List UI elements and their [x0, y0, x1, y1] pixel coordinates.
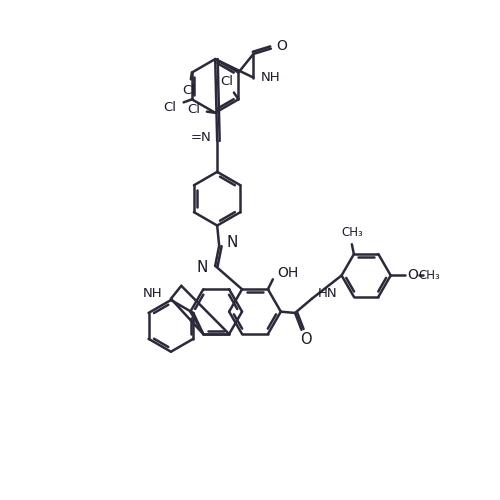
Text: =N: =N	[191, 132, 212, 144]
Text: NH: NH	[143, 288, 163, 300]
Text: Cl: Cl	[187, 104, 200, 117]
Text: O: O	[300, 332, 312, 347]
Text: Cl: Cl	[220, 75, 233, 88]
Text: NH: NH	[260, 71, 280, 84]
Text: N: N	[226, 235, 238, 250]
Text: O: O	[407, 268, 418, 282]
Text: Cl: Cl	[164, 101, 176, 114]
Text: O: O	[276, 38, 287, 52]
Text: OH: OH	[277, 266, 298, 280]
Text: Cl: Cl	[182, 84, 196, 97]
Text: CH₃: CH₃	[341, 226, 363, 239]
Text: CH₃: CH₃	[418, 269, 440, 282]
Text: N: N	[196, 260, 208, 276]
Text: HN: HN	[318, 288, 338, 300]
